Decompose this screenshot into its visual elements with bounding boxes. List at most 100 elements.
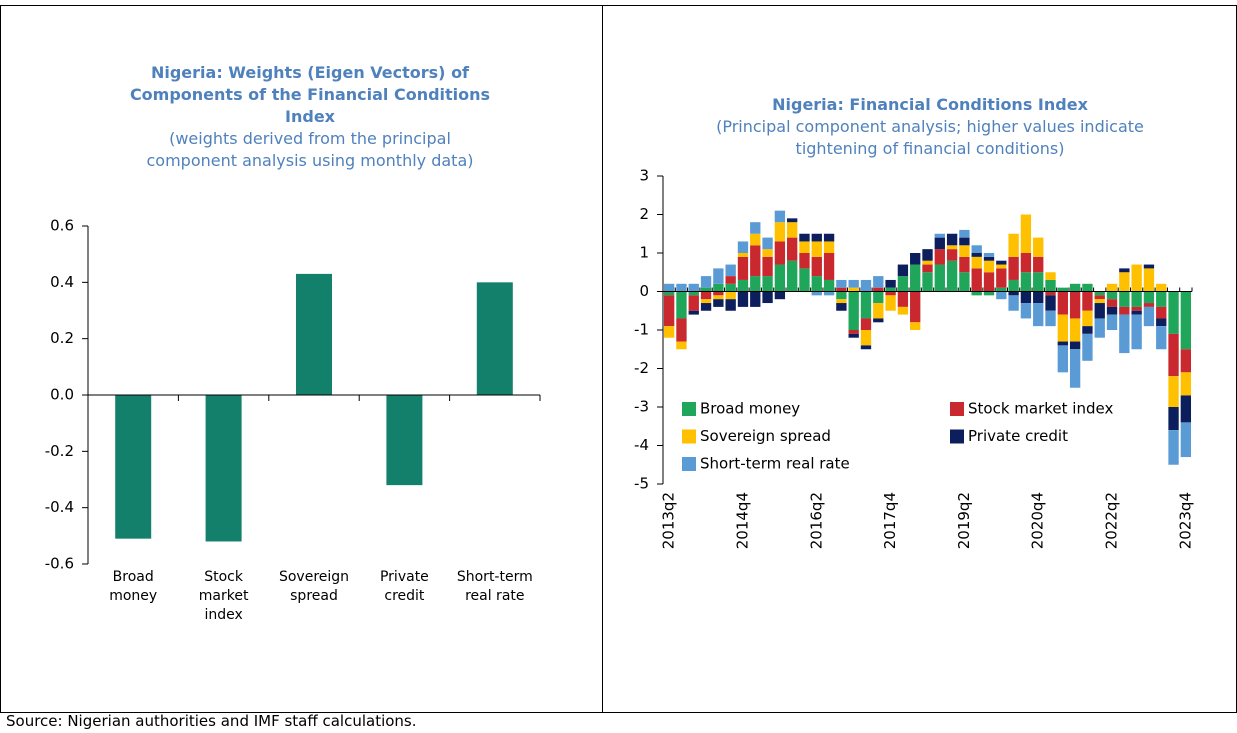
bar-segment bbox=[1069, 291, 1081, 319]
bar-segment bbox=[713, 268, 724, 284]
bar-segment bbox=[799, 241, 810, 253]
bar-segment bbox=[1156, 326, 1167, 350]
bar-segment bbox=[1020, 253, 1032, 273]
bar-segment bbox=[860, 291, 872, 319]
bar bbox=[205, 395, 242, 542]
bar-segment bbox=[1045, 291, 1056, 296]
bar-segment bbox=[1106, 283, 1118, 292]
bar-segment bbox=[823, 291, 835, 296]
bar-segment bbox=[1131, 314, 1142, 350]
bar-segment bbox=[1156, 318, 1167, 327]
y-tick-label: -0.2 bbox=[45, 442, 74, 460]
bar-segment bbox=[1168, 333, 1179, 377]
bar bbox=[115, 395, 152, 539]
bar-segment bbox=[774, 222, 786, 242]
bar-segment bbox=[1033, 291, 1044, 304]
bar-segment bbox=[934, 233, 945, 238]
bar-segment bbox=[676, 283, 687, 292]
bar-segment bbox=[983, 253, 995, 257]
bar-segment bbox=[1143, 291, 1155, 304]
bar bbox=[476, 282, 513, 395]
bar-segment bbox=[823, 233, 835, 242]
bar-segment bbox=[700, 287, 712, 292]
bar-segment bbox=[934, 249, 945, 265]
bar-segment bbox=[663, 295, 675, 327]
bar-segment bbox=[1008, 233, 1019, 257]
bar-segment bbox=[1119, 291, 1130, 307]
bar-segment bbox=[836, 279, 847, 288]
bar-segment bbox=[1180, 372, 1192, 396]
bar-segment bbox=[725, 283, 736, 292]
y-tick-label: -2 bbox=[634, 359, 649, 377]
bar-segment bbox=[1094, 295, 1105, 300]
bar-segment bbox=[737, 279, 749, 292]
bar-segment bbox=[885, 291, 896, 296]
chart-title: Nigeria: Financial Conditions Index bbox=[772, 95, 1088, 114]
bar-segment bbox=[1045, 279, 1056, 292]
bar-segment bbox=[1106, 314, 1118, 330]
bar-segment bbox=[1082, 283, 1093, 292]
bar-segment bbox=[897, 306, 909, 315]
bar-segment bbox=[1156, 283, 1167, 292]
bar-segment bbox=[750, 276, 761, 292]
bar-segment bbox=[1082, 326, 1093, 334]
bar-segment bbox=[750, 291, 761, 307]
bar-segment bbox=[663, 291, 675, 296]
bar-segment bbox=[774, 210, 786, 223]
bar-segment bbox=[971, 245, 982, 253]
bar-segment bbox=[737, 241, 749, 253]
bar-segment bbox=[1008, 291, 1019, 296]
bar-segment bbox=[946, 249, 958, 261]
bar-segment bbox=[725, 276, 736, 284]
bar-segment bbox=[873, 303, 884, 319]
y-tick-label: 2 bbox=[639, 205, 649, 223]
y-tick-label: -5 bbox=[634, 475, 649, 493]
bar-segment bbox=[1094, 291, 1105, 296]
bar-segment bbox=[897, 291, 909, 307]
bar-segment bbox=[996, 287, 1007, 292]
bar-segment bbox=[836, 287, 847, 292]
bar-segment bbox=[897, 276, 909, 292]
bar-segment bbox=[787, 222, 798, 238]
y-tick-label: -0.6 bbox=[45, 555, 74, 573]
bar-segment bbox=[971, 253, 982, 257]
bar-segment bbox=[946, 260, 958, 292]
bar-segment bbox=[922, 272, 933, 292]
bar-segment bbox=[787, 260, 798, 292]
bar-segment bbox=[725, 291, 736, 300]
chart-title: Nigeria: Weights (Eigen Vectors) of Comp… bbox=[129, 63, 491, 126]
bar-segment bbox=[848, 291, 859, 330]
bar-segment bbox=[787, 237, 798, 261]
bar-segment bbox=[688, 310, 699, 315]
bar-segment bbox=[737, 256, 749, 280]
legend-swatch bbox=[950, 402, 964, 416]
bar-segment bbox=[799, 253, 810, 269]
legend-label: Stock market index bbox=[968, 400, 1113, 418]
bar-segment bbox=[1045, 310, 1056, 327]
x-tick-label: Broad money bbox=[109, 569, 158, 604]
bar-segment bbox=[1131, 306, 1142, 311]
bar-segment bbox=[1106, 291, 1118, 300]
bar-segment bbox=[762, 249, 773, 257]
y-tick-label: 0.0 bbox=[50, 386, 74, 404]
bar-segment bbox=[996, 291, 1007, 300]
bar-segment bbox=[1119, 268, 1130, 273]
bar-segment bbox=[799, 233, 810, 242]
x-tick-label: 2020q4 bbox=[1029, 492, 1047, 549]
bar-segment bbox=[823, 241, 835, 253]
legend-label: Short-term real rate bbox=[700, 455, 850, 473]
bar-segment bbox=[1020, 291, 1032, 304]
legend-label: Broad money bbox=[700, 400, 800, 418]
bar-segment bbox=[1082, 310, 1093, 327]
bar-segment bbox=[787, 218, 798, 223]
bar-segment bbox=[873, 291, 884, 304]
bar-segment bbox=[1119, 314, 1130, 354]
x-tick-label: Private credit bbox=[379, 569, 429, 604]
bar-segment bbox=[688, 295, 699, 311]
y-tick-label: 1 bbox=[639, 244, 649, 262]
bar-segment bbox=[1106, 299, 1118, 307]
bar-segment bbox=[750, 222, 761, 234]
bar-segment bbox=[848, 279, 859, 288]
left-title-block: Nigeria: Weights (Eigen Vectors) of Comp… bbox=[100, 62, 520, 172]
bar-segment bbox=[823, 253, 835, 280]
